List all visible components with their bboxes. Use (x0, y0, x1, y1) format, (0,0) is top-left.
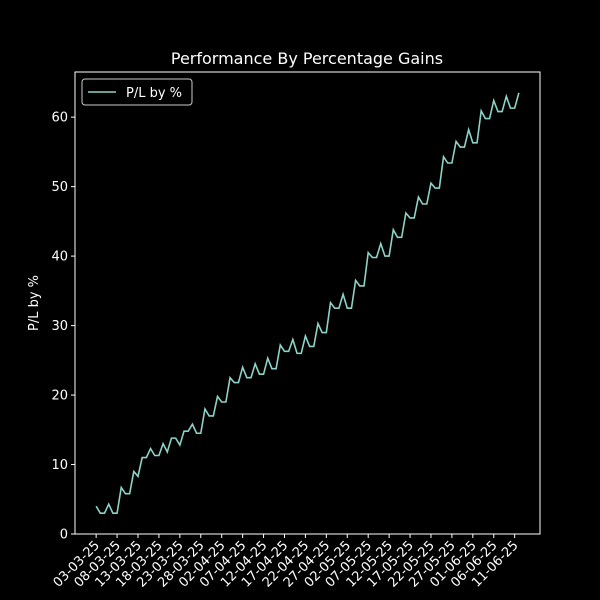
y-tick-label: 30 (51, 319, 68, 334)
y-tick-label: 0 (60, 528, 68, 543)
legend-label: P/L by % (126, 86, 182, 101)
plot-frame (74, 71, 541, 535)
legend-box (81, 78, 193, 106)
chart-title: Performance By Percentage Gains (171, 49, 443, 68)
y-tick-label: 10 (51, 458, 68, 473)
data-line (95, 92, 520, 514)
y-tick-label: 60 (51, 111, 68, 126)
y-tick-label: 40 (51, 250, 68, 265)
y-axis-label: P/L by % (27, 275, 42, 331)
y-tick-label: 50 (51, 180, 68, 195)
y-tick-label: 20 (51, 389, 68, 404)
